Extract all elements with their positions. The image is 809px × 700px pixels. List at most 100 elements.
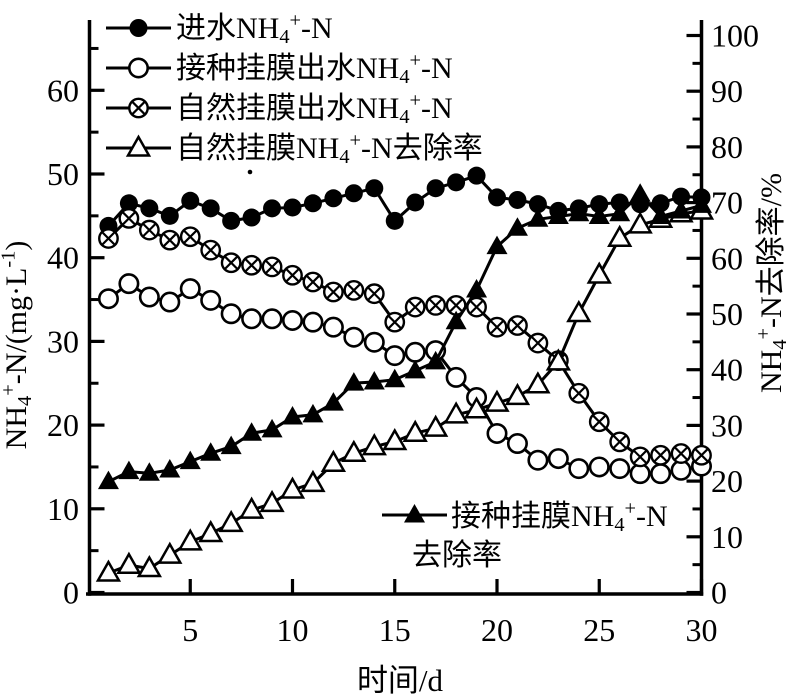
x-tick-label: 25 (583, 612, 615, 648)
x-circle-marker (568, 382, 590, 404)
filled-circle-marker (426, 179, 445, 198)
x-tick-label: 30 (686, 612, 718, 648)
y-left-tick-label: 60 (47, 72, 79, 108)
filled-triangle-marker (506, 217, 528, 236)
filled-circle-marker (263, 199, 282, 218)
y-axis-right-ticks: 0 10 20 30 40 50 60 70 80 90 100 (686, 18, 759, 611)
y-axis-left-title: NH4+-N/(mg·L-1) (0, 241, 36, 450)
open-triangle-marker (504, 382, 531, 406)
filled-circle-marker (488, 188, 506, 207)
open-circle-marker (302, 311, 324, 333)
legend-item-x-circle: 自然挂膜出水NH4+-N (106, 90, 453, 128)
open-circle-marker (486, 422, 508, 444)
open-triangle-marker (136, 555, 162, 578)
open-triangle-marker (361, 433, 387, 456)
open-circle-marker (547, 448, 569, 470)
filled-circle-marker (119, 194, 138, 213)
open-triangle-marker (116, 551, 142, 574)
legend-label: 接种挂膜出水NH4+-N (176, 50, 453, 89)
open-triangle-marker (402, 419, 428, 442)
open-triangle-marker (484, 389, 510, 412)
x-circle-marker (261, 256, 283, 278)
x-circle-marker (629, 446, 651, 468)
y-right-tick-label: 70 (711, 185, 743, 221)
open-triangle-marker (566, 299, 592, 323)
open-circle-marker (445, 366, 467, 388)
y-axis-left-ticks: 0 10 20 30 40 50 60 (47, 46, 105, 611)
y-left-tick-label: 40 (47, 240, 79, 276)
open-circle-marker (97, 288, 119, 310)
open-circle-marker (363, 331, 385, 353)
y-left-tick-label: 10 (47, 491, 79, 527)
filled-triangle-marker (691, 194, 712, 213)
x-circle-marker (609, 431, 631, 453)
y-right-tick-label: 50 (711, 296, 743, 332)
y-right-tick-label: 90 (711, 73, 743, 109)
filled-triangle-marker (282, 406, 303, 425)
open-triangle-marker (259, 489, 285, 513)
open-circle-marker (138, 286, 160, 308)
x-circle-marker (220, 252, 242, 274)
x-circle-marker (159, 229, 181, 251)
legend-item-open-circle: 接种挂膜出水NH4+-N (106, 50, 453, 89)
x-circle-marker (282, 264, 303, 286)
x-tick-label: 5 (182, 612, 198, 648)
filled-circle-marker (508, 190, 527, 209)
x-circle-marker (691, 444, 712, 466)
open-circle-marker (527, 449, 549, 471)
filled-circle-marker (181, 191, 200, 210)
series-x-circle (98, 207, 712, 468)
open-triangle-marker (463, 396, 490, 419)
open-circle-marker (281, 309, 303, 331)
filled-circle-marker (406, 193, 425, 212)
y-right-tick-label: 10 (711, 519, 743, 555)
filled-triangle-marker (159, 458, 181, 478)
filled-triangle-marker (118, 460, 140, 480)
filled-triangle-marker (404, 504, 425, 523)
x-circle-marker (98, 228, 119, 249)
filled-triangle-marker (466, 279, 488, 298)
filled-circle-marker (447, 173, 466, 192)
x-circle-marker (241, 254, 263, 276)
filled-circle-marker (365, 179, 384, 198)
open-circle-marker (241, 308, 263, 330)
open-triangle-marker (525, 371, 551, 394)
y-right-tick-label: 20 (711, 463, 743, 499)
filled-triangle-marker (486, 235, 508, 255)
x-circle-marker (670, 443, 692, 464)
filled-circle-marker (651, 194, 670, 213)
filled-circle-marker (344, 184, 363, 203)
y-left-tick-label: 20 (47, 407, 79, 443)
open-triangle-marker (545, 348, 571, 371)
x-axis-ticks: 5 10 15 20 25 30 (182, 579, 718, 648)
open-triangle-marker (627, 211, 653, 234)
filled-circle-marker (303, 194, 322, 213)
y-right-tick-label: 30 (711, 407, 743, 443)
open-circle-marker (650, 463, 672, 485)
filled-circle-marker (467, 166, 486, 185)
filled-triangle-marker (568, 202, 590, 222)
filled-triangle-marker (200, 442, 222, 461)
y-right-tick-label: 0 (711, 575, 727, 611)
filled-triangle-marker (650, 205, 672, 225)
x-circle-marker (322, 281, 344, 303)
open-circle-marker (220, 303, 242, 325)
x-circle-marker (302, 271, 324, 293)
y-right-tick-label: 40 (711, 352, 743, 388)
y-left-tick-label: 30 (47, 323, 79, 359)
filled-circle-marker (283, 198, 302, 217)
series-filled-triangle (97, 183, 712, 490)
x-circle-marker (527, 332, 549, 354)
filled-triangle-marker (97, 470, 119, 490)
x-tick-label: 15 (379, 612, 411, 648)
x-circle-marker (343, 279, 365, 301)
open-circle-marker (200, 289, 222, 311)
filled-triangle-marker (302, 403, 324, 423)
legend-item-filled-circle: 进水NH4+-N (106, 10, 333, 48)
y-left-tick-label: 0 (63, 575, 79, 611)
legend-label-line1: 接种挂膜NH4+-N (451, 498, 668, 537)
filled-triangle-marker (179, 450, 201, 470)
filled-triangle-marker (384, 368, 406, 388)
